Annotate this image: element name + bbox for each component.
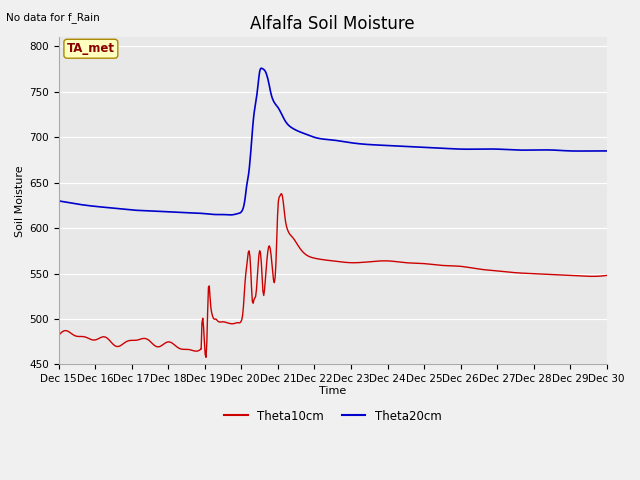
Text: TA_met: TA_met [67, 42, 115, 55]
Y-axis label: Soil Moisture: Soil Moisture [15, 165, 25, 237]
X-axis label: Time: Time [319, 385, 346, 396]
Legend: Theta10cm, Theta20cm: Theta10cm, Theta20cm [220, 405, 446, 427]
Title: Alfalfa Soil Moisture: Alfalfa Soil Moisture [250, 15, 415, 33]
Text: No data for f_Rain: No data for f_Rain [6, 12, 100, 23]
